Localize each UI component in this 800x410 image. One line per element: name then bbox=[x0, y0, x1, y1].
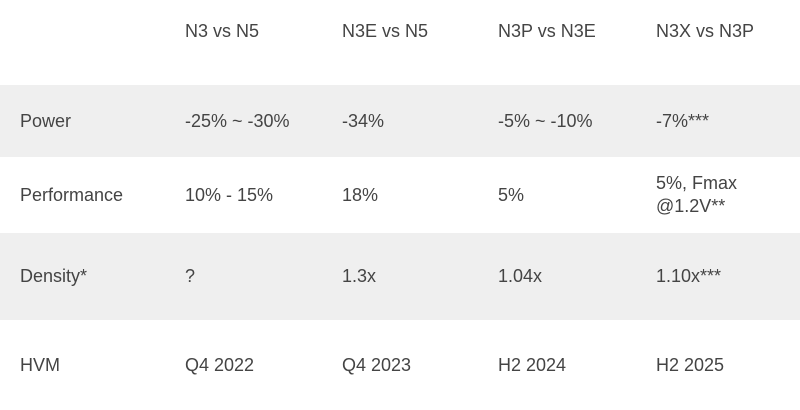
row-label: Power bbox=[20, 110, 72, 131]
table-cell: 1.10x*** bbox=[656, 266, 722, 286]
table-cell: 18% bbox=[342, 184, 379, 205]
table-cell: -25% ~ -30% bbox=[185, 110, 290, 131]
table-cell: -34% bbox=[342, 110, 385, 131]
table-cell: H2 2025 bbox=[656, 354, 725, 375]
table-row: HVM Q4 2022 Q4 2023 H2 2024 H2 2025 bbox=[0, 320, 800, 410]
table-cell: 5% bbox=[498, 184, 525, 205]
table-row: Power -25% ~ -30% -34% -5% ~ -10% -7%*** bbox=[0, 85, 800, 157]
table-cell: 1.3x bbox=[342, 266, 377, 286]
table-cell: 1.04x bbox=[498, 266, 543, 286]
row-label: Density* bbox=[20, 266, 88, 286]
table-cell: -5% ~ -10% bbox=[498, 110, 593, 131]
row-label: HVM bbox=[20, 354, 60, 375]
header-cell: N3E vs N5 bbox=[342, 21, 429, 41]
table-header-row: N3 vs N5 N3E vs N5 N3P vs N3E N3X vs N3P bbox=[0, 0, 800, 85]
header-cell: N3P vs N3E bbox=[498, 21, 596, 41]
table-cell: -7%*** bbox=[656, 110, 710, 131]
table-cell: ? bbox=[185, 266, 196, 286]
header-cell: N3X vs N3P bbox=[656, 21, 755, 41]
header-cell: N3 vs N5 bbox=[185, 21, 260, 41]
table-cell: Q4 2022 bbox=[185, 354, 255, 375]
table-cell: H2 2024 bbox=[498, 354, 567, 375]
row-label: Performance bbox=[20, 184, 124, 205]
table-cell: 5%, Fmax @1.2V** bbox=[656, 173, 738, 216]
table-row: Density* ? 1.3x 1.04x 1.10x*** bbox=[0, 233, 800, 320]
table-cell: Q4 2023 bbox=[342, 354, 412, 375]
table-cell: 10% - 15% bbox=[185, 184, 274, 205]
table-row: Performance 10% - 15% 18% 5% 5%, Fmax @1… bbox=[0, 157, 800, 233]
